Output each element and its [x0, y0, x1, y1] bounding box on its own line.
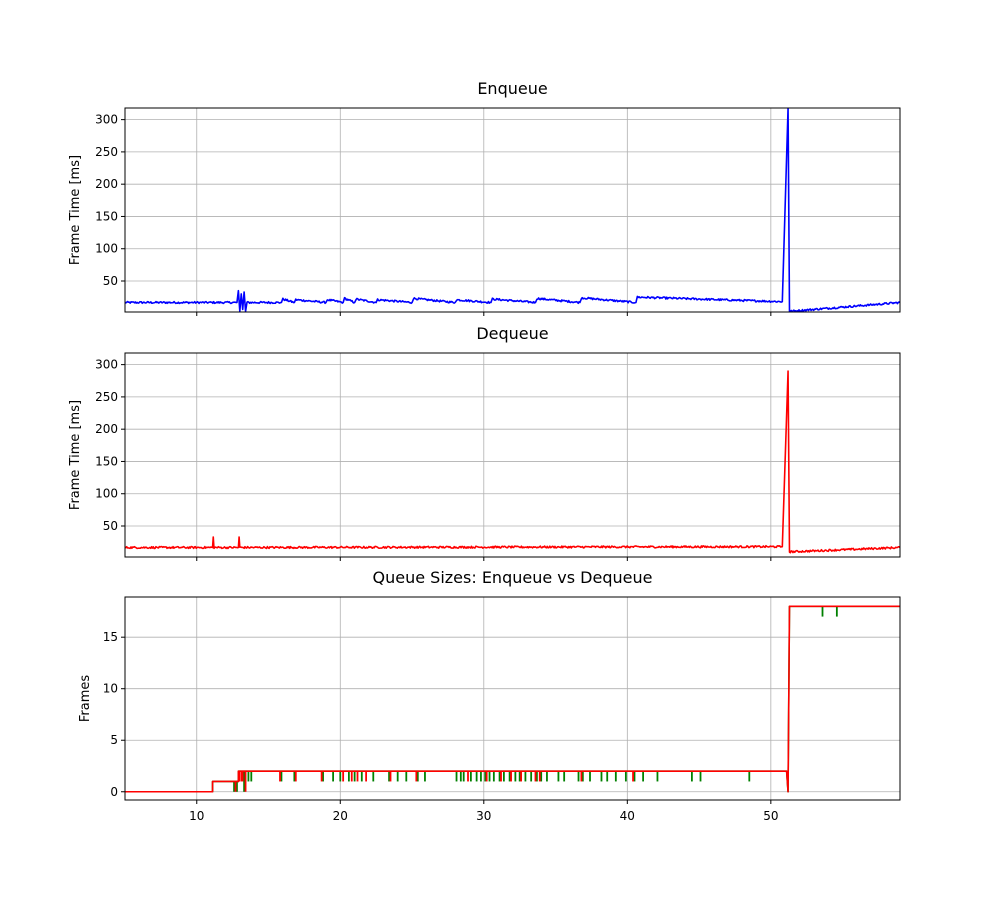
- x-tick-label: 40: [620, 809, 635, 823]
- y-tick-label: 10: [103, 682, 118, 696]
- x-tick-label: 20: [333, 809, 348, 823]
- series-group: [125, 605, 900, 793]
- y-tick-label: 300: [95, 358, 118, 372]
- x-tick-label: 30: [476, 809, 491, 823]
- axes-frame: [124, 352, 901, 558]
- dequeue-panel: 50 100 150 200 250 300 Dequeue Frame Time [ms]: [68, 324, 901, 561]
- chart-title: Enqueue: [477, 79, 547, 98]
- y-tick-label: 300: [95, 113, 118, 127]
- chart-title: Queue Sizes: Enqueue vs Dequeue: [373, 568, 653, 587]
- series-line-0: [125, 108, 900, 312]
- y-tick-label: 50: [103, 519, 118, 533]
- y-tick-label: 150: [95, 454, 118, 468]
- series-line-1: [125, 605, 900, 793]
- y-tick-label: 200: [95, 422, 118, 436]
- chart-title: Dequeue: [476, 324, 548, 343]
- series-group: [125, 108, 900, 312]
- y-tick-label: 100: [95, 487, 118, 501]
- y-axis-label: Frames: [78, 675, 93, 723]
- x-tick-label: 50: [763, 809, 778, 823]
- series-line-0: [125, 605, 900, 793]
- y-tick-label: 5: [110, 733, 118, 747]
- y-tick-label: 15: [103, 630, 118, 644]
- enqueue-panel: 50 100 150 200 250 300 Enqueue Frame Time [ms]: [68, 79, 901, 316]
- x-tick-label: 10: [189, 809, 204, 823]
- y-axis-label: Frame Time [ms]: [68, 155, 83, 265]
- y-tick-label: 250: [95, 145, 118, 159]
- y-axis-label: Frame Time [ms]: [68, 400, 83, 510]
- y-tick-label: 50: [103, 274, 118, 288]
- y-tick-label: 0: [110, 785, 118, 799]
- y-tick-label: 100: [95, 242, 118, 256]
- y-tick-label: 200: [95, 177, 118, 191]
- y-tick-label: 250: [95, 390, 118, 404]
- series-line-0: [125, 370, 900, 554]
- y-tick-label: 150: [95, 209, 118, 223]
- series-group: [125, 370, 900, 554]
- axes-frame: [124, 596, 901, 801]
- queue-sizes-panel: 10 20 30 40 50 0 5 10 15 Queue Sizes: Enqueue vs …: [78, 568, 901, 823]
- axes-frame: [124, 107, 901, 313]
